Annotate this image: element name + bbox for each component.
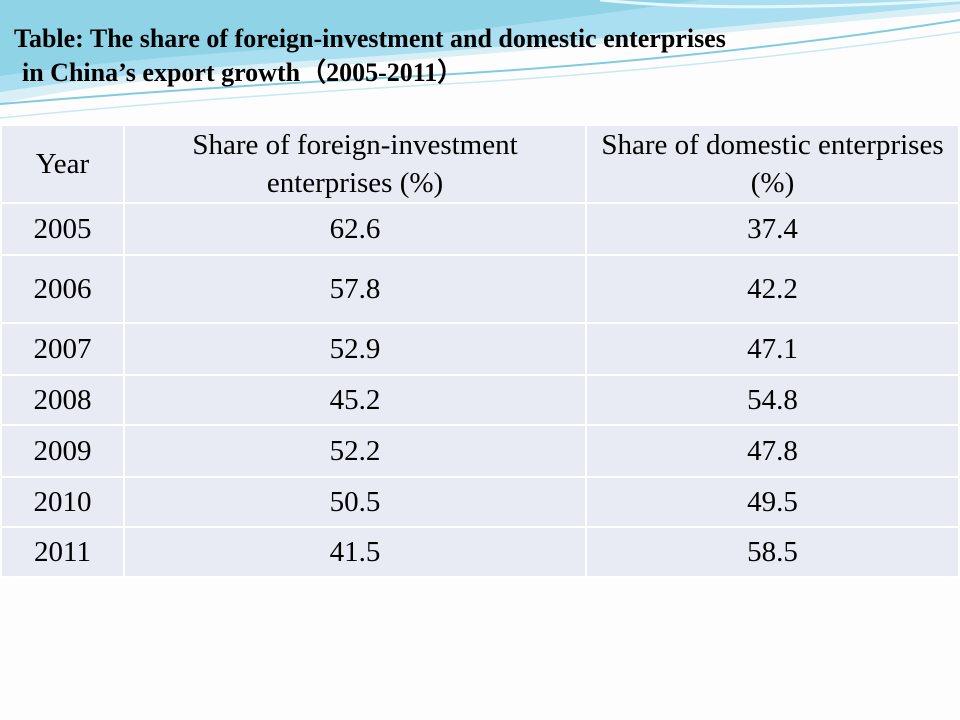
table-row: 2011 41.5 58.5 (2, 527, 958, 578)
table-row: 2010 50.5 49.5 (2, 477, 958, 528)
table-row: 2008 45.2 54.8 (2, 375, 958, 426)
foreign-share-cell: 45.2 (124, 375, 587, 426)
foreign-share-cell: 41.5 (124, 527, 587, 578)
column-header-foreign-share: Share of foreign-investment enterprises … (124, 126, 587, 204)
domestic-share-cell: 47.1 (586, 323, 958, 376)
table-row: 2007 52.9 47.1 (2, 323, 958, 376)
year-cell: 2006 (2, 255, 125, 324)
slide-title: Table: The share of foreign-investment a… (14, 22, 944, 90)
foreign-share-cell: 52.9 (124, 323, 587, 376)
table-row: 2005 62.6 37.4 (2, 203, 958, 256)
foreign-share-cell: 57.8 (124, 255, 587, 324)
foreign-share-cell: 50.5 (124, 477, 587, 528)
export-share-table: Year Share of foreign-investment enterpr… (2, 126, 958, 578)
table-row: 2009 52.2 47.8 (2, 425, 958, 478)
domestic-share-cell: 49.5 (586, 477, 958, 528)
year-cell: 2008 (2, 375, 125, 426)
domestic-share-cell: 37.4 (586, 203, 958, 256)
year-cell: 2009 (2, 425, 125, 478)
table-header-row: Year Share of foreign-investment enterpr… (2, 126, 958, 204)
year-cell: 2011 (2, 527, 125, 578)
year-cell: 2005 (2, 203, 125, 256)
table-row: 2006 57.8 42.2 (2, 255, 958, 324)
foreign-share-cell: 62.6 (124, 203, 587, 256)
title-line-2: in China’s export growth（2005-2011） (22, 58, 464, 87)
domestic-share-cell: 58.5 (586, 527, 958, 578)
title-line-1: Table: The share of foreign-investment a… (14, 24, 726, 53)
foreign-share-cell: 52.2 (124, 425, 587, 478)
column-header-domestic-share: Share of domestic enterprises (%) (586, 126, 958, 204)
year-cell: 2010 (2, 477, 125, 528)
column-header-year: Year (2, 126, 125, 204)
domestic-share-cell: 54.8 (586, 375, 958, 426)
header-swoosh-decoration (0, 0, 960, 119)
domestic-share-cell: 42.2 (586, 255, 958, 324)
domestic-share-cell: 47.8 (586, 425, 958, 478)
year-cell: 2007 (2, 323, 125, 376)
